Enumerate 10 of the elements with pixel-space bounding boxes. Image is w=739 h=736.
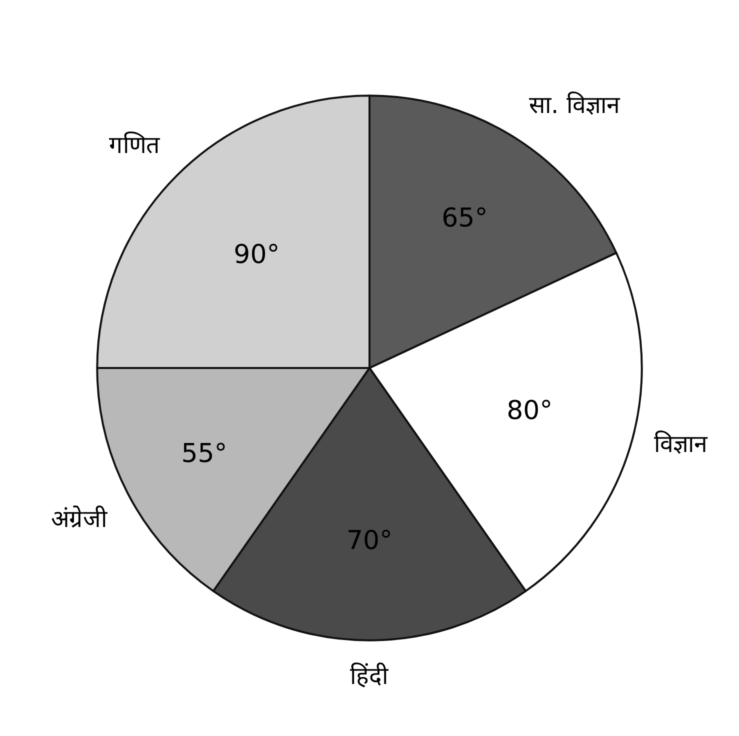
slice-label: हिंदी xyxy=(350,662,389,690)
slice-label: सा. विज्ञान xyxy=(529,91,620,119)
data-label: 65° xyxy=(442,204,488,234)
slice-label: गणित xyxy=(109,131,161,159)
data-label: 55° xyxy=(181,439,228,470)
slice-label: अंग्रेजी xyxy=(51,505,108,533)
data-label: 90° xyxy=(234,240,280,270)
data-label: 70° xyxy=(346,526,393,556)
slice-label: विज्ञान xyxy=(654,430,708,458)
data-label: 80° xyxy=(506,396,553,426)
